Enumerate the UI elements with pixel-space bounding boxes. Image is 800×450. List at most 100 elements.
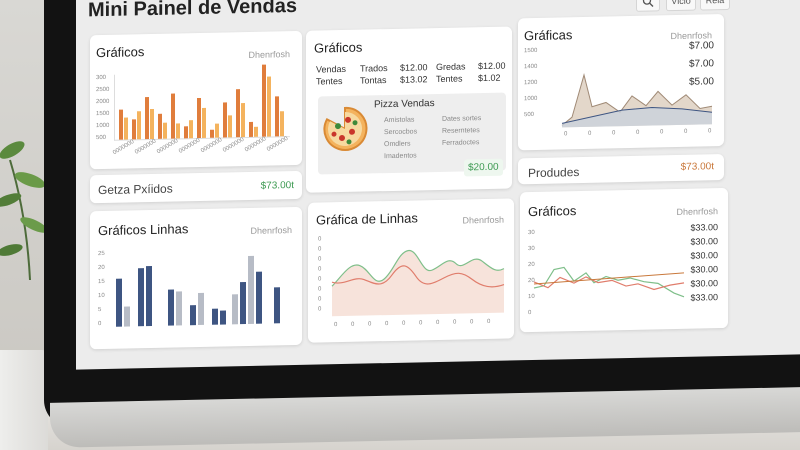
bar [171, 93, 175, 139]
area-line-2 [561, 107, 713, 124]
x-tick-label: 0 [612, 130, 616, 137]
table-cell: $13.02 [400, 74, 428, 85]
y-tick-label: 25 [98, 250, 105, 258]
bar [212, 308, 218, 325]
bar [163, 122, 167, 139]
value-label: $7.00 [688, 40, 714, 52]
y-tick-label: 500 [96, 134, 107, 142]
x-tick-label: 0000000 [266, 135, 290, 153]
bar [254, 126, 258, 137]
card-title: Gráficas [524, 27, 573, 44]
x-tick-label: 0 [436, 319, 440, 327]
card-subtitle: Dhenrfosh [676, 206, 718, 218]
y-axis-ticks: 25 20 15 10 5 0 [90, 207, 302, 327]
series-line [331, 250, 505, 287]
card-bar-chart-orange: Gráficos Dhenrfosh 300 2500 2000 1500 1000 50… [90, 30, 302, 170]
pizza-left-labels: Amistolas Sercocbos Omdlers Imadentos [318, 93, 506, 160]
y-tick-label: 0 [318, 266, 322, 273]
pizza-sales-panel: Pizza Vendas Amistolas Sercocbos Omdlers Im… [318, 92, 506, 175]
x-tick-label: 0 [402, 320, 406, 327]
table-cell: Gredas [436, 61, 466, 73]
y-tick-label: 0 [318, 306, 322, 313]
y-tick-label: 0 [528, 310, 532, 317]
bar [256, 271, 262, 324]
bar [220, 310, 226, 325]
bar [190, 305, 196, 326]
dashboard-screen: Mini Painel de Vendas Vісіо Rela Gráfico… [76, 0, 800, 370]
x-axis-ticks: 0 0 0 0 0 0 0 0 0 0 [308, 198, 514, 328]
y-tick-label: 1500 [524, 47, 538, 55]
report-button[interactable]: Rela [700, 0, 730, 11]
bar [184, 126, 188, 139]
card-title: Gráficos [528, 203, 577, 220]
table-cell: Tontas [360, 75, 387, 86]
card-title: Gráficos [96, 44, 145, 61]
cup-decoration [0, 350, 48, 450]
x-axis-ticks: 0 0 0 0 0 0 0 [518, 14, 724, 137]
y-tick-label: 0 [318, 256, 322, 263]
series-line [533, 276, 685, 291]
y-tick-label: 1000 [524, 95, 538, 103]
card-sales-summary: Gráficos Vendas Trados $12.00 Gredas $12.00 T… [306, 26, 512, 193]
series-line [533, 266, 685, 298]
bar [241, 103, 245, 138]
y-tick-label: 0 [318, 296, 322, 303]
x-tick-label: 0000000 [134, 138, 158, 156]
pizza-total: $20.00 [464, 158, 503, 177]
bar-area [114, 64, 290, 141]
x-tick-label: 0 [385, 321, 389, 328]
x-tick-label: 0 [564, 131, 568, 138]
x-tick-label: 0000000 [178, 137, 202, 155]
strip-products: Produdes $73.00t [518, 154, 724, 185]
table-cell: Tentes [436, 73, 463, 85]
bar [274, 287, 280, 324]
bar [150, 108, 154, 140]
card-subtitle: Dhenrfosh [248, 49, 290, 60]
card-area-chart: Gráficas Dhenrfosh $7.00 $7.00 $5.00 1500 1… [518, 14, 724, 151]
table-cell: Vendas [316, 63, 347, 75]
bar [223, 102, 227, 138]
x-tick-label: 0 [368, 321, 372, 328]
bar [197, 97, 201, 139]
bar [145, 97, 149, 140]
strip-value: $73.00t [260, 180, 294, 192]
y-axis-ticks: 0 0 0 0 0 0 0 0 [308, 198, 514, 312]
area-chart [561, 73, 713, 128]
pizza-legend-item: Sercocbos [384, 128, 418, 137]
bar [137, 111, 141, 140]
x-tick-label: 0000000 [112, 138, 136, 157]
line-area [332, 250, 504, 317]
value-label: $33.00 [690, 222, 718, 233]
bar [138, 268, 144, 327]
multi-line-chart [533, 266, 685, 298]
y-tick-label: 2500 [96, 86, 110, 94]
table-cell: Trados [360, 63, 388, 74]
series-line [331, 265, 505, 288]
y-tick-label: 500 [524, 111, 535, 119]
strip-total-orders: Getza Pxíidos $73.00t [90, 170, 302, 204]
bar [202, 107, 206, 138]
x-tick-label: 0 [487, 318, 491, 325]
summary-table: Vendas Trados $12.00 Gredas $12.00 Tentes Tont… [306, 26, 512, 87]
x-tick-label: 0 [708, 128, 712, 135]
bar [240, 282, 246, 325]
x-tick-label: 0 [588, 130, 592, 137]
bar [116, 278, 122, 327]
card-subtitle: Dhenrfosh [250, 225, 292, 236]
y-tick-label: 0 [318, 286, 322, 293]
pizza-legend-item: Imadentos [384, 152, 417, 161]
bar [275, 96, 279, 137]
y-tick-label: 1000 [96, 122, 110, 130]
card-bar-chart-navy: Gráficos Linhas Dhenrfosh 25 20 15 10 5 0 [90, 206, 302, 350]
y-tick-label: 5 [98, 307, 102, 314]
plant-decoration [0, 141, 48, 281]
pizza-legend-item: Ferradoctes [442, 139, 480, 147]
bar-area [114, 247, 294, 327]
pizza-legend-item: Reserntetes [442, 127, 480, 135]
x-tick-label: 0000000 [244, 136, 268, 154]
table-cell: $12.00 [400, 62, 428, 73]
table-cell: $12.00 [478, 60, 506, 72]
view-button[interactable]: Vісіо [666, 0, 696, 12]
x-tick-label: 0 [453, 319, 457, 326]
search-button[interactable] [636, 0, 660, 12]
